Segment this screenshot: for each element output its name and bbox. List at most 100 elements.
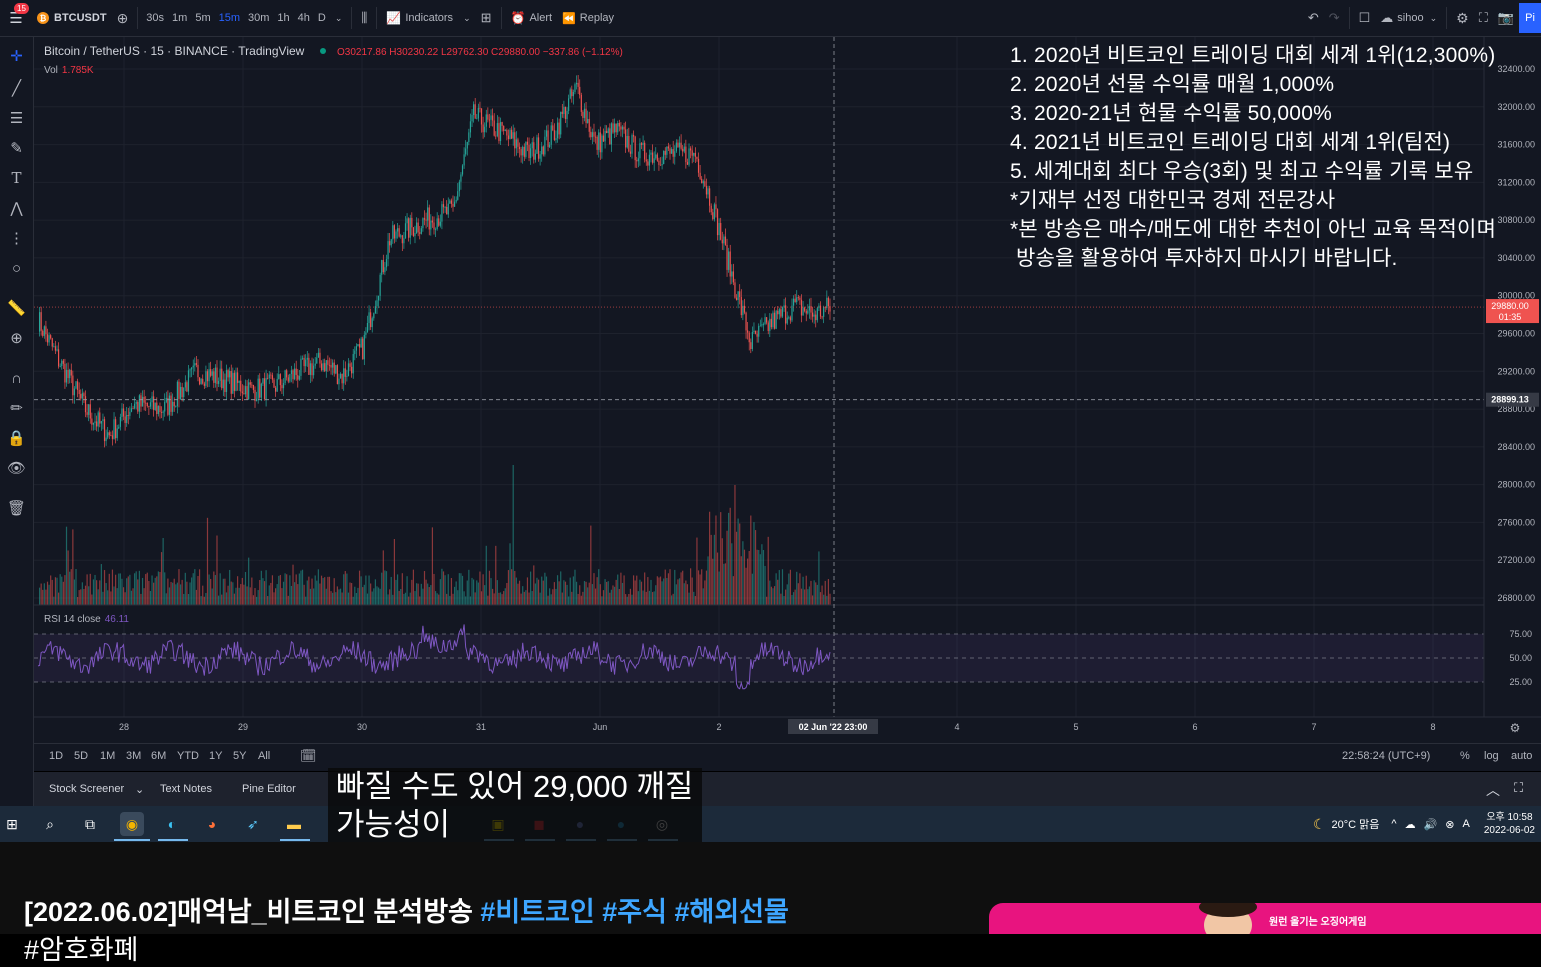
range-button[interactable]: 5D	[74, 750, 89, 762]
prediction-tool[interactable]: ⋮	[0, 227, 33, 249]
chart-area[interactable]: 32400.00 32000.00 31600.00 31200.00 30800.00…	[34, 37, 1541, 743]
text-tool[interactable]: T	[0, 167, 33, 189]
lock-tool[interactable]: 🔒	[0, 427, 33, 449]
interval-button[interactable]: D	[317, 12, 326, 24]
remove-tool[interactable]: 🗑	[0, 497, 33, 519]
candle-body	[446, 206, 448, 215]
start-button[interactable]: ⊞	[0, 812, 24, 836]
volume-bar	[370, 583, 372, 605]
pattern-tool[interactable]: ⋀	[0, 197, 33, 219]
trend-line-tool[interactable]: ╱	[0, 77, 33, 99]
zoom-tool[interactable]: ⊕	[0, 327, 33, 349]
maximize-panel-button[interactable]: ⛶	[1514, 780, 1523, 796]
range-button[interactable]: 1D	[49, 750, 64, 762]
chevron-up-icon[interactable]: ^	[1391, 818, 1397, 830]
compare-button[interactable]: ⊕	[112, 0, 134, 36]
interval-dropdown-button[interactable]: ⌄	[330, 0, 348, 36]
volume-bar	[241, 577, 243, 605]
firefox-button[interactable]: ◕	[200, 812, 224, 836]
network-icon[interactable]: ☁	[1404, 818, 1416, 831]
undo-button[interactable]: ↶	[1303, 0, 1324, 36]
volume-bar	[682, 570, 684, 605]
magnet-tool[interactable]: ∩	[0, 367, 33, 389]
range-button[interactable]: All	[258, 750, 271, 762]
save-layout-button[interactable]: ☁ sihoo ⌄	[1375, 0, 1442, 36]
indicator-templates-button[interactable]: ⌄	[458, 0, 476, 36]
settings-button[interactable]: ⚙	[1451, 0, 1474, 36]
ime-indicator[interactable]: A	[1462, 818, 1470, 830]
interval-button[interactable]: 30s	[146, 12, 165, 24]
goto-date-button[interactable]: 🗓	[300, 748, 317, 764]
volume-bar	[758, 549, 760, 605]
task-view-button[interactable]: ⧉	[78, 812, 102, 836]
range-button[interactable]: 1M	[100, 750, 116, 762]
ad-banner[interactable]: 원런 올기는 오징어게임	[989, 903, 1541, 934]
interval-button[interactable]: 5m	[195, 12, 211, 24]
collapse-panel-button[interactable]: ︿	[1486, 780, 1500, 800]
indicators-button[interactable]: 📈 Indicators	[381, 0, 458, 36]
volume-bar	[721, 538, 723, 605]
bird-app-button[interactable]: ➶	[241, 812, 265, 836]
auto-toggle[interactable]: auto	[1511, 750, 1533, 762]
main-menu-button[interactable]: ☰ 15	[0, 0, 32, 36]
alert-button[interactable]: ⏰ Alert	[506, 0, 558, 36]
replay-button[interactable]: ⏪ Replay	[557, 0, 619, 36]
crosshair-tool[interactable]: ✛	[0, 45, 33, 67]
search-button[interactable]: ⌕	[38, 812, 62, 836]
brush-tool[interactable]: ✎	[0, 137, 33, 159]
interval-button[interactable]: 4h	[297, 12, 310, 24]
notification-icon[interactable]: ⊗	[1445, 818, 1455, 831]
hashtag-link[interactable]: #주식	[602, 897, 667, 927]
volume-legend[interactable]: Vol 1.785K	[44, 65, 94, 76]
time-tick-label: 5	[1073, 722, 1078, 732]
layout-select-button[interactable]: ☐	[1354, 0, 1376, 36]
price-chart[interactable]: 32400.00 32000.00 31600.00 31200.00 30800.00…	[34, 37, 1541, 743]
layouts-button[interactable]: ⊞	[476, 0, 497, 36]
candle-body	[370, 312, 372, 328]
hashtag-link[interactable]: #비트코인	[480, 897, 595, 927]
edge-button[interactable]: ◐	[160, 812, 184, 836]
candle-body	[449, 200, 451, 204]
fib-tool[interactable]: ☰	[0, 107, 33, 129]
shape-tool[interactable]: ○	[0, 257, 33, 279]
candle-body	[709, 188, 711, 206]
tab-stock-screener[interactable]: Stock Screener	[49, 783, 125, 795]
speaker-icon[interactable]: 🔊	[1423, 818, 1438, 831]
interval-button[interactable]: 15m	[218, 12, 241, 24]
fullscreen-button[interactable]: ⛶	[1474, 0, 1493, 36]
volume-bar	[425, 579, 427, 605]
volume-bar	[240, 584, 242, 605]
redo-button[interactable]: ↷	[1324, 0, 1345, 36]
range-button[interactable]: 6M	[151, 750, 167, 762]
price-tick-label: 27600.00	[1497, 517, 1535, 527]
range-button[interactable]: 3M	[126, 750, 142, 762]
publish-button[interactable]: Pi	[1519, 3, 1541, 33]
range-button[interactable]: 5Y	[233, 750, 247, 762]
file-explorer-button[interactable]: ▬	[282, 812, 306, 836]
interval-button[interactable]: 1m	[172, 12, 188, 24]
hashtag-link[interactable]: #해외선물	[674, 897, 789, 927]
chart-type-button[interactable]: ⫼	[356, 0, 372, 36]
weather-text[interactable]: 20°C 맑음	[1331, 819, 1380, 831]
tab-text-notes[interactable]: Text Notes	[160, 783, 212, 795]
percent-toggle[interactable]: %	[1460, 750, 1470, 762]
timezone-clock[interactable]: 22:58:24 (UTC+9)	[1342, 750, 1431, 762]
stay-drawing-tool[interactable]: ✏	[0, 397, 33, 419]
snapshot-button[interactable]: 📷	[1493, 0, 1519, 36]
chrome-button[interactable]: ◉	[120, 812, 144, 836]
chevron-down-icon[interactable]: ⌄	[135, 784, 145, 796]
clock[interactable]: 오후 10:58 2022-06-02	[1484, 811, 1535, 837]
ruler-tool[interactable]: 📏	[0, 297, 33, 319]
hide-tool[interactable]: 👁	[0, 457, 33, 479]
tab-pine-editor[interactable]: Pine Editor	[242, 783, 296, 795]
symbol-search-button[interactable]: ₿ BTCUSDT	[32, 0, 112, 36]
candle-body	[663, 150, 665, 165]
interval-button[interactable]: 1h	[277, 12, 290, 24]
price-axis-bg	[1484, 37, 1541, 743]
range-button[interactable]: 1Y	[209, 750, 223, 762]
interval-button[interactable]: 30m	[248, 12, 270, 24]
log-toggle[interactable]: log	[1484, 750, 1499, 762]
candle-body	[428, 207, 430, 230]
rsi-legend[interactable]: RSI 14 close 46.11	[44, 614, 129, 625]
range-button[interactable]: YTD	[177, 750, 199, 762]
